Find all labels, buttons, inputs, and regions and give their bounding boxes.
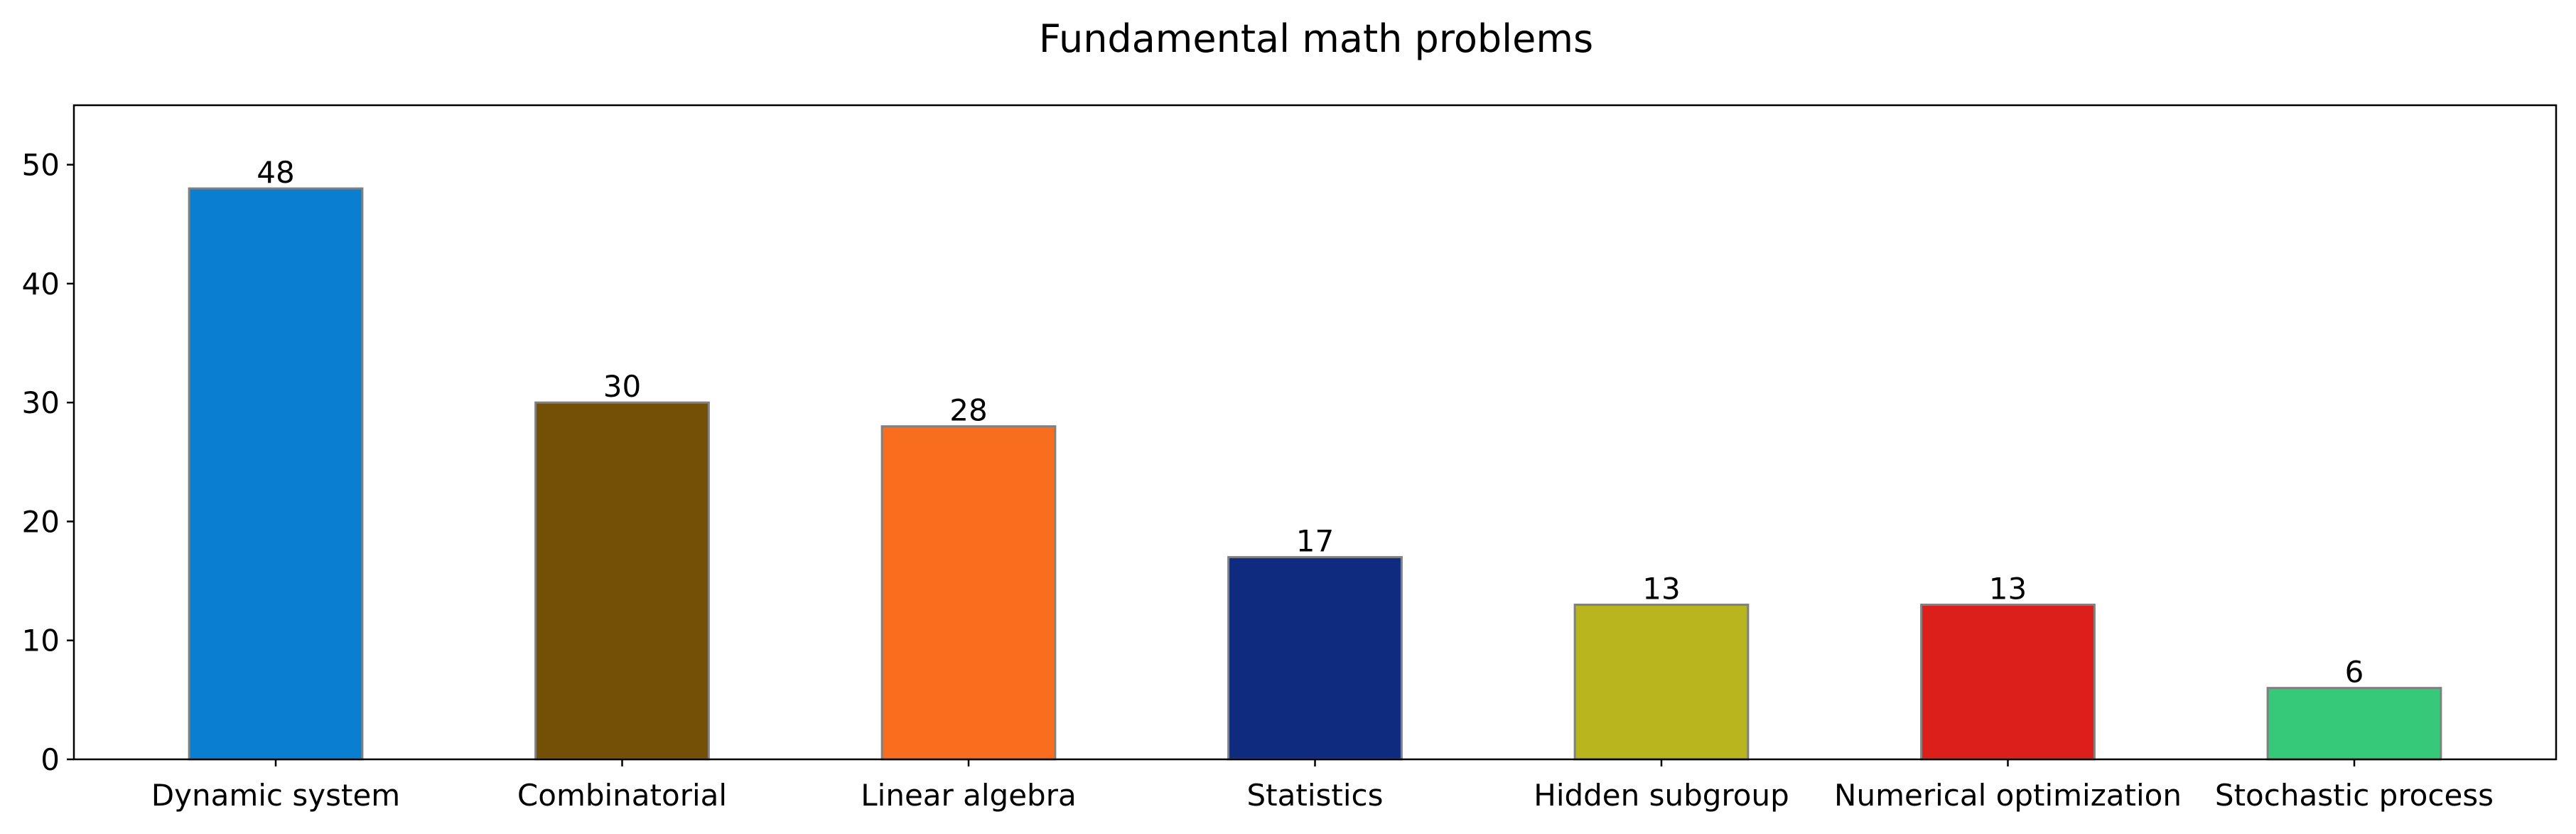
data-labels-layer: 48 30 28 17 13 13 6 [257,155,2364,690]
chart-title: Fundamental math problems [1039,16,1593,61]
data-label: 28 [949,393,987,428]
data-label: 13 [1642,572,1680,606]
x-tick-label: Dynamic system [151,778,400,813]
bar [1920,604,2096,761]
data-label: 48 [257,155,294,190]
bar [880,425,1057,761]
plot-frame [72,104,2558,761]
data-label: 17 [1296,524,1334,559]
x-tick-label: Statistics [1247,778,1384,813]
bar [1227,556,1403,761]
y-tick-label: 40 [22,267,60,301]
bars-layer [188,187,2442,761]
bar [1573,604,1750,761]
x-tick-label: Linear algebra [861,778,1076,813]
x-tick-label: Hidden subgroup [1534,778,1789,813]
y-tick-label: 10 [22,624,60,658]
x-tick-label: Combinatorial [517,778,727,813]
y-tick-label: 0 [41,742,60,777]
y-tick-label: 20 [22,504,60,539]
x-tick-label: Numerical optimization [1834,778,2182,813]
bar [188,187,364,761]
x-axis: Dynamic system Combinatorial Linear algebr… [151,759,2494,813]
y-axis: 0 10 20 30 40 50 [22,148,74,777]
x-tick-label: Stochastic process [2215,778,2494,813]
data-label: 6 [2345,655,2364,690]
data-label: 13 [1989,572,2027,606]
bar [2266,687,2442,761]
y-tick-label: 50 [22,148,60,183]
bar [534,401,710,761]
data-label: 30 [603,369,641,404]
y-tick-label: 30 [22,385,60,420]
